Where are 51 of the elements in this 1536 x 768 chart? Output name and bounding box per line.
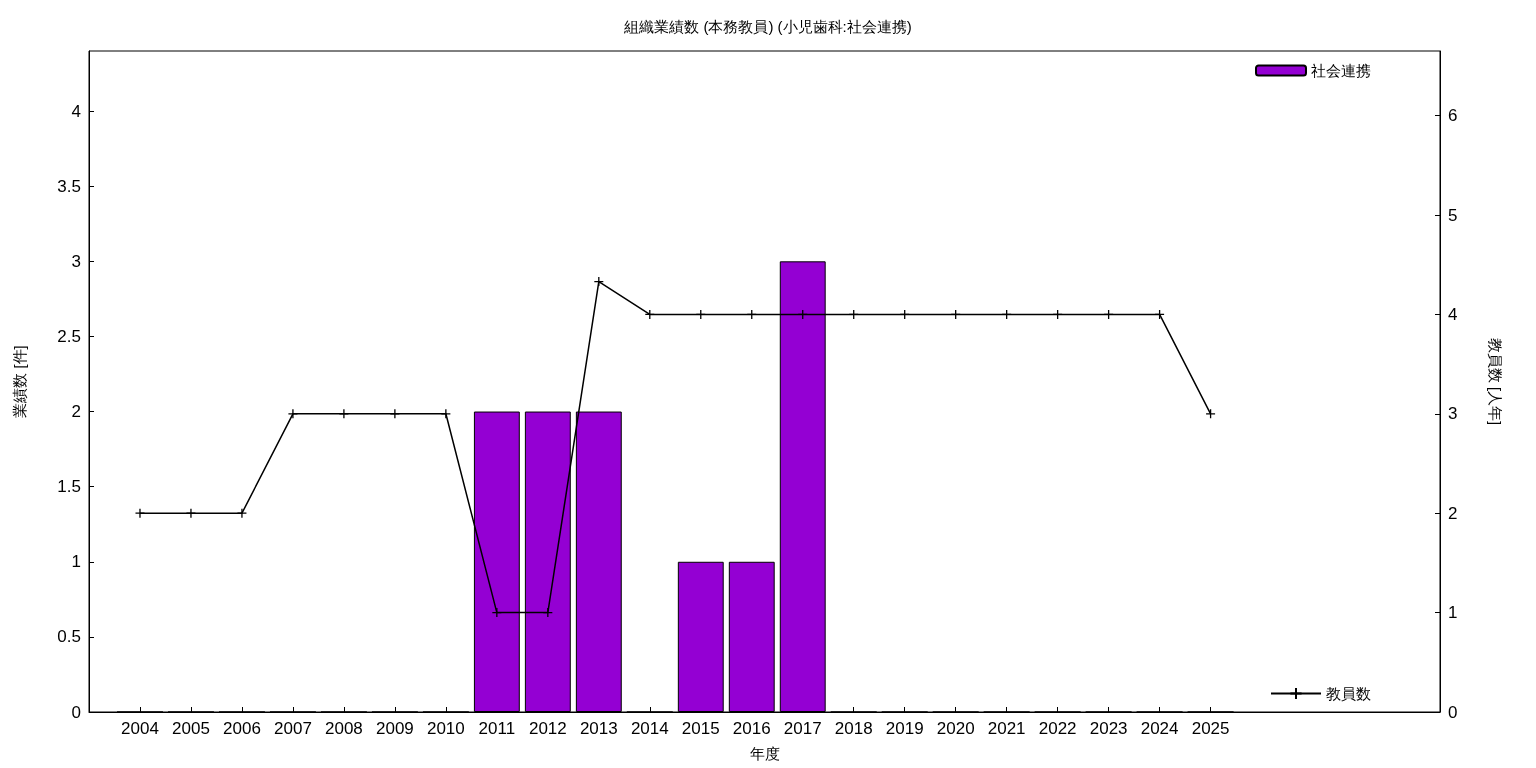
- x-tick-label: 2009: [375, 719, 414, 738]
- point: [134, 508, 146, 519]
- x-tick-label: 2011: [478, 719, 516, 738]
- y-tick-label: 4: [71, 101, 81, 121]
- y2-tick-label: 4: [1448, 304, 1458, 324]
- x-tick-label: 2023: [1089, 719, 1128, 738]
- x-tick-label: 2025: [1191, 719, 1230, 738]
- point: [236, 508, 248, 519]
- x-tick-label: 2008: [324, 719, 363, 738]
- x-tick-label: 2021: [987, 719, 1026, 738]
- point: [440, 408, 452, 419]
- point: [338, 408, 350, 419]
- x-tick-label: 2019: [885, 719, 924, 738]
- chart-title: 組織業績数 (本務教員) (小児歯科:社会連携): [623, 18, 912, 35]
- x-tick-label: 2024: [1140, 719, 1179, 738]
- point: [287, 408, 299, 419]
- x-tick-label: 2005: [172, 719, 210, 738]
- point: [389, 408, 401, 419]
- x-tick-label: 2014: [630, 719, 669, 738]
- x-tick-label: 2017: [783, 719, 822, 738]
- x-tick-label: 2016: [732, 719, 771, 738]
- y-tick-label: 2.5: [57, 326, 81, 346]
- x-tick-label: 2006: [223, 719, 261, 738]
- x-tick-label: 2012: [528, 719, 567, 738]
- x-tick-label: 2022: [1038, 719, 1077, 738]
- y-tick-label: 0: [71, 702, 81, 722]
- x-tick-label: 2013: [579, 719, 618, 738]
- y-tick-label: 3: [71, 251, 81, 271]
- x-tick-label: 2010: [426, 719, 465, 738]
- y-tick-label: 2: [71, 402, 81, 422]
- legend-label: 教員数: [1326, 685, 1371, 702]
- point: [185, 508, 197, 519]
- x-tick-label: 2020: [936, 719, 975, 738]
- x-axis-title: 年度: [749, 745, 780, 762]
- y2-tick-label: 3: [1448, 404, 1458, 424]
- y2-tick-label: 2: [1448, 503, 1458, 523]
- x-tick-label: 2018: [834, 719, 873, 738]
- y2-tick-label: 1: [1448, 603, 1458, 623]
- y2-tick-label: 6: [1448, 106, 1458, 126]
- y2-axis-title: 教員数 [人年]: [1487, 337, 1504, 426]
- y-tick-label: 0.5: [57, 627, 81, 647]
- y-axis-title: 業績数 [件]: [11, 345, 28, 418]
- legend-label: 社会連携: [1311, 62, 1371, 79]
- x-tick-label: 2015: [681, 719, 720, 738]
- y2-tick-label: 5: [1448, 205, 1458, 225]
- y2-tick-label: 0: [1448, 702, 1458, 722]
- y-tick-label: 1: [71, 552, 81, 572]
- y-tick-label: 3.5: [57, 176, 81, 196]
- y-tick-label: 1.5: [57, 477, 81, 497]
- x-tick-label: 2004: [121, 719, 159, 738]
- x-tick-label: 2007: [274, 719, 312, 738]
